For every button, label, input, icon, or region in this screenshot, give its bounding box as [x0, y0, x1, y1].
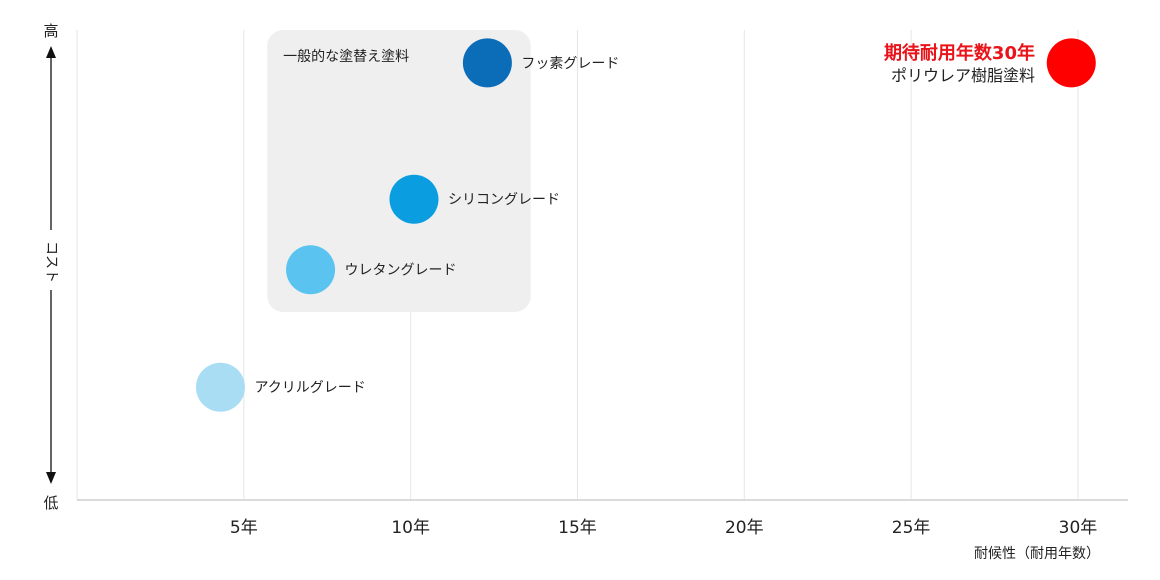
- highlight-subtitle: ポリウレア樹脂塗料: [891, 66, 1035, 85]
- x-tick-label: 5年: [230, 518, 258, 538]
- highlight-point: [1046, 38, 1096, 88]
- highlight-title: 期待耐用年数30年: [884, 42, 1035, 64]
- data-point: [286, 245, 336, 295]
- data-points: アクリルグレード ウレタングレード シリコングレード フッ素グレード 期待耐用年数30年…: [195, 38, 1096, 412]
- data-point-label: フッ素グレード: [521, 56, 619, 72]
- data-point-label: アクリルグレード: [254, 380, 365, 396]
- y-axis-label: コスト: [43, 241, 59, 283]
- y-high-label: 高: [43, 22, 58, 40]
- x-tick-label: 15年: [558, 518, 597, 538]
- group-box-label: 一般的な塗替え塗料: [283, 48, 409, 65]
- grid-lines: [76, 30, 1079, 500]
- data-point-label: ウレタングレード: [345, 263, 457, 279]
- x-axis-label: 耐候性（耐用年数）: [974, 546, 1100, 562]
- y-arrow-down: [46, 472, 56, 484]
- data-point: [195, 362, 245, 412]
- data-point: [389, 174, 439, 224]
- data-point-label: シリコングレード: [448, 192, 560, 208]
- x-tick-label: 20年: [725, 518, 764, 538]
- group-box-layer: 一般的な塗替え塗料: [267, 30, 531, 312]
- x-tick-label: 30年: [1059, 518, 1098, 538]
- y-arrow-up: [46, 46, 56, 58]
- data-point: [462, 38, 512, 88]
- x-tick-label: 25年: [892, 518, 931, 538]
- y-low-label: 低: [43, 494, 58, 512]
- group-box: [267, 30, 531, 312]
- x-tick-label: 10年: [391, 518, 430, 538]
